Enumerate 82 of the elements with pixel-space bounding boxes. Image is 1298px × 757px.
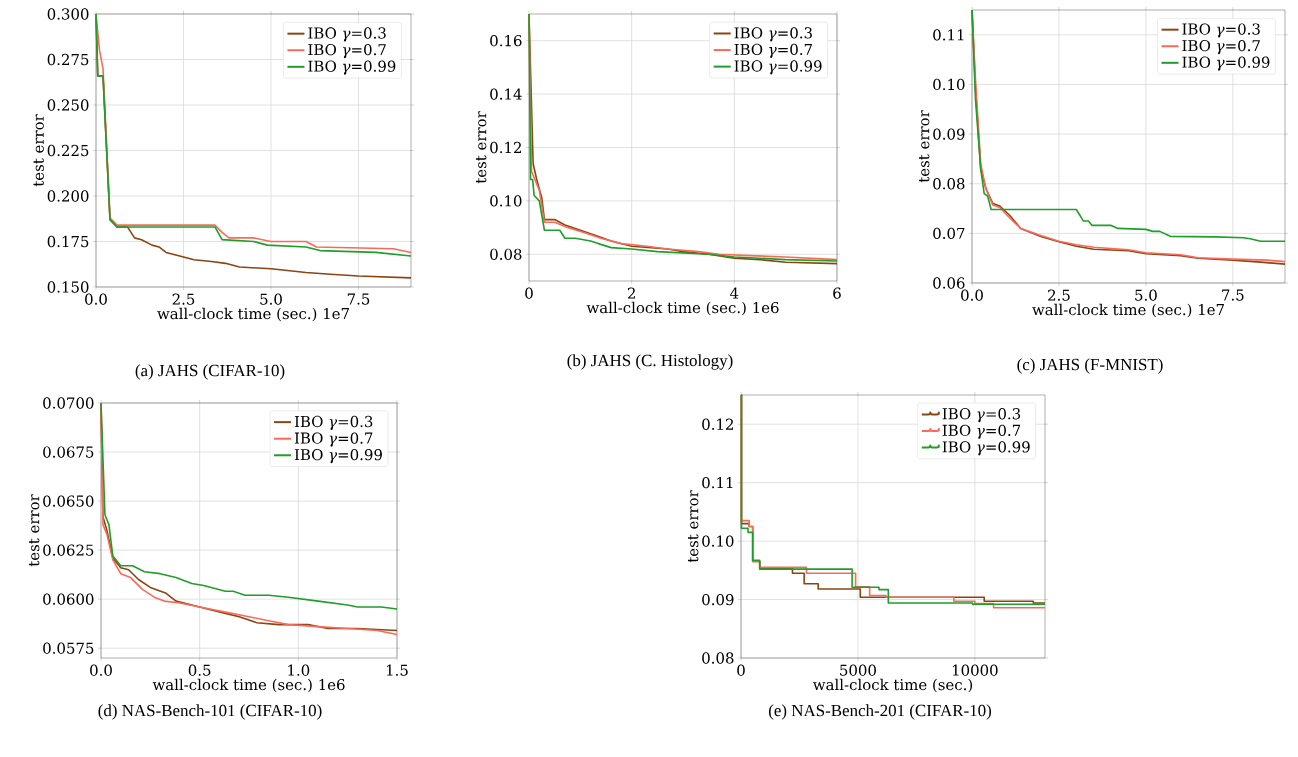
text: (c) JAHS (F-MNIST): [1017, 358, 1163, 374]
y-tick-label: 0.0675: [43, 446, 94, 458]
y-tick-label: 0.08: [490, 248, 522, 260]
y-tick-label: 0.275: [47, 53, 89, 66]
x-axis-title: wall-clock time (sec.): [152, 678, 312, 693]
y-tick-label: 0.10: [702, 535, 734, 547]
y-tick-label: 0.12: [702, 418, 734, 430]
y-axis-title: test error: [919, 110, 930, 183]
x-tick-label: 1.0: [288, 664, 310, 676]
x-tick-label: 2.5: [1048, 289, 1070, 301]
x-axis-title: wall-clock time (sec.): [586, 301, 746, 316]
y-tick-label: 0.12: [490, 141, 521, 154]
legend-label: IBO γ=0.7: [942, 424, 1021, 439]
legend-label: IBO γ=0.3: [294, 415, 373, 431]
x-tick-label: 6: [833, 287, 841, 299]
legend-label: IBO γ=0.3: [1182, 23, 1260, 38]
text: 1e6: [319, 678, 345, 691]
text: (a) JAHS (CIFAR-10): [135, 364, 285, 380]
x-tick-label: 0.0: [90, 664, 112, 676]
legend-label: IBO γ=0.3: [734, 27, 812, 42]
y-tick-label: 0.225: [47, 144, 89, 157]
text: (b) JAHS (C. Histology): [567, 354, 733, 370]
y-tick-label: 0.08: [933, 178, 965, 190]
x-tick-label: 0.0: [85, 293, 107, 305]
y-tick-label: 0.16: [490, 35, 522, 47]
y-tick-label: 0.0575: [43, 642, 94, 654]
y-tick-label: 0.09: [933, 128, 965, 140]
legend-label: IBO γ=0.3: [308, 27, 386, 42]
y-axis-title: test error: [688, 490, 699, 563]
y-axis-title: test error: [33, 114, 44, 187]
y-tick-label: 0.08: [702, 652, 734, 664]
x-tick-label: 0.5: [188, 664, 211, 676]
x-tick-label: 2: [627, 287, 635, 299]
y-tick-label: 0.150: [47, 281, 89, 293]
legend-label: IBO γ=0.7: [308, 43, 386, 59]
x-tick-label: 5.0: [260, 293, 282, 305]
text: 1e6: [753, 301, 779, 314]
x-axis-title: wall-clock time (sec.): [813, 678, 973, 693]
x-tick-label: 5000: [840, 664, 876, 676]
x-tick-label: 1.5: [386, 664, 408, 676]
y-tick-label: 0.11: [702, 477, 733, 489]
legend-label: IBO γ=0.99: [308, 60, 396, 75]
x-tick-label: 2.5: [172, 293, 195, 305]
x-tick-label: 0: [737, 664, 745, 676]
y-axis-title: test error: [28, 494, 40, 567]
legend-label: IBO γ=0.7: [294, 432, 373, 447]
x-axis-title: wall-clock time (sec.): [1032, 303, 1192, 318]
legend-label: IBO γ=0.99: [734, 60, 822, 75]
y-tick-label: 0.10: [933, 78, 965, 91]
x-tick-label: 5.0: [1135, 289, 1157, 301]
text: 1e7: [324, 307, 349, 320]
y-tick-label: 0.11: [933, 29, 964, 41]
y-tick-label: 0.175: [47, 235, 89, 248]
y-tick-label: 0.200: [47, 190, 89, 202]
y-tick-label: 0.06: [933, 277, 965, 289]
legend-label: IBO γ=0.7: [1182, 39, 1260, 55]
y-axis-title: test error: [476, 111, 487, 184]
legend-label: IBO γ=0.7: [734, 43, 812, 58]
x-tick-label: 4: [730, 287, 739, 299]
x-axis-title: wall-clock time (sec.): [157, 307, 317, 322]
y-tick-label: 0.0600: [43, 593, 94, 605]
y-tick-label: 0.0700: [43, 397, 94, 409]
y-tick-label: 0.14: [490, 88, 522, 100]
legend-label: IBO γ=0.99: [294, 448, 382, 464]
x-tick-label: 0.0: [961, 289, 983, 301]
y-tick-label: 0.250: [47, 99, 89, 111]
y-tick-label: 0.07: [933, 227, 965, 240]
legend-label: IBO γ=0.99: [1182, 56, 1270, 71]
y-tick-label: 0.10: [490, 195, 522, 207]
x-tick-label: 0: [525, 287, 533, 299]
y-tick-label: 0.0650: [43, 495, 94, 507]
legend-label: IBO γ=0.3: [942, 408, 1021, 423]
y-tick-label: 0.300: [47, 8, 89, 20]
text: (d) NAS-Bench-101 (CIFAR-10): [98, 704, 322, 720]
text: 1e7: [1199, 303, 1224, 316]
x-tick-label: 7.5: [1222, 289, 1244, 301]
text: (e) NAS-Bench-201 (CIFAR-10): [768, 704, 992, 720]
legend-label: IBO γ=0.99: [942, 441, 1030, 456]
x-tick-label: 7.5: [347, 293, 370, 305]
y-tick-label: 0.0625: [43, 544, 94, 556]
y-tick-label: 0.09: [702, 593, 734, 606]
x-tick-label: 10000: [952, 664, 998, 676]
